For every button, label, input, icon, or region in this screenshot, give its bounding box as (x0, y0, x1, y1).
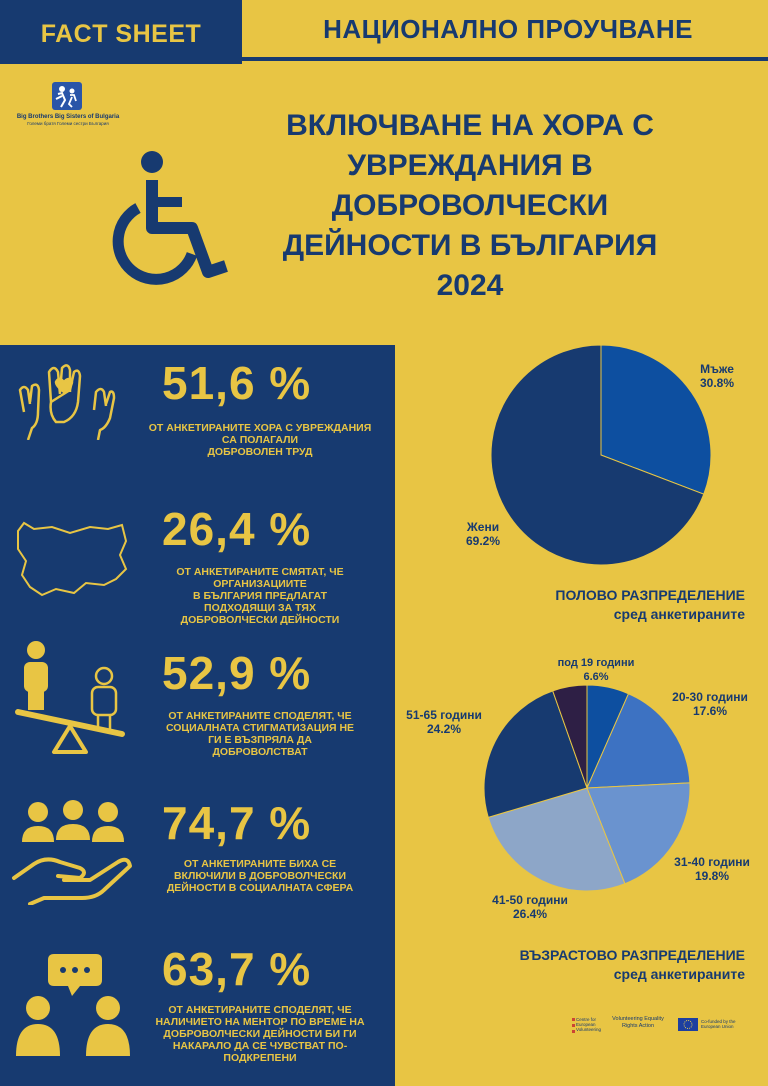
age-slice-3 (487, 787, 626, 892)
label-age-51-65: 51-65 години 24.2% (406, 708, 482, 736)
eu-cofunded-text: Co-funded by the European Union (701, 1019, 736, 1029)
bulgaria-map-icon (12, 515, 130, 600)
stat-4-value: 74,7 % (162, 797, 312, 849)
gender-slice-0 (600, 344, 712, 495)
stat-1-value: 51,6 % (162, 357, 312, 409)
label-male: Мъже 30.8% (699, 362, 735, 390)
stat-4-text: ОТ АНКЕТИРАНИТЕ БИХА СЕ ВКЛЮЧИЛИ В ДОБРО… (166, 858, 354, 894)
label-age-under19: под 19 години 6.6% (557, 657, 635, 683)
ceev-logo (570, 1016, 594, 1040)
national-survey-label: НАЦИОНАЛНО ПРОУЧВАНЕ (323, 14, 693, 44)
fact-sheet-banner: FACT SHEET (0, 0, 242, 64)
age-slice-4 (483, 690, 588, 818)
label-age-41-50: 41-50 години 26.4% (492, 893, 568, 921)
age-chart-title: ВЪЗРАСТОВО РАЗПРЕДЕЛЕНИЕ сред анкетирани… (519, 947, 745, 982)
vera-logo: Volunteering Equality Rights Action (612, 1016, 664, 1029)
age-slice-5 (552, 684, 588, 789)
mentor-chat-icon (10, 950, 136, 1062)
stat-5-text: ОТ АНКЕТИРАНИТЕ СПОДЕЛЯТ, ЧЕ НАЛИЧИЕТО Н… (155, 1004, 365, 1064)
stat-2-value: 26,4 % (162, 503, 312, 555)
stat-5-value: 63,7 % (162, 943, 312, 995)
header-divider (242, 57, 768, 61)
age-slice-2 (586, 782, 691, 885)
ceev-logo-text: Centre for European Volunteering (576, 1017, 602, 1032)
stat-3-text: ОТ АНКЕТИРАНИТЕ СПОДЕЛЯТ, ЧЕ СОЦИАЛНАТА … (165, 710, 355, 758)
stat-2-text: ОТ АНКЕТИРАНИТЕ СМЯТАТ, ЧЕ ОРГАНИЗАЦИИТЕ… (176, 566, 344, 626)
gender-chart-title: ПОЛОВО РАЗПРЕДЕЛЕНИЕ сред анкетираните (555, 587, 745, 622)
bbbs-logo-icon (52, 82, 82, 110)
gender-pie-chart (490, 344, 712, 566)
wheelchair-icon (100, 150, 230, 285)
age-pie-chart (483, 684, 691, 892)
stat-3-value: 52,9 % (162, 647, 312, 699)
fact-sheet-label: FACT SHEET (40, 20, 202, 48)
eu-flag-icon (678, 1018, 698, 1031)
age-slice-1 (586, 693, 691, 789)
label-age-31-40: 31-40 години 19.8% (674, 855, 750, 883)
main-title: ВКЛЮЧВАНЕ НА ХОРА С УВРЕЖДАНИЯ В ДОБРОВО… (282, 109, 658, 302)
raised-hands-icon (16, 362, 116, 441)
logo-name: Big Brothers Big Sisters of Bulgaria (16, 114, 120, 120)
label-age-20-30: 20-30 години 17.6% (672, 690, 748, 718)
label-female: Жени 69.2% (465, 520, 501, 548)
gender-slice-1 (490, 344, 705, 566)
hand-group-icon (8, 800, 138, 906)
stat-1-text: ОТ АНКЕТИРАНИТЕ ХОРА С УВРЕЖДАНИЯ СА ПОЛ… (148, 422, 372, 458)
seesaw-people-icon (14, 640, 126, 758)
logo-name-bg: Големи братя Големи сестри България (27, 121, 109, 126)
